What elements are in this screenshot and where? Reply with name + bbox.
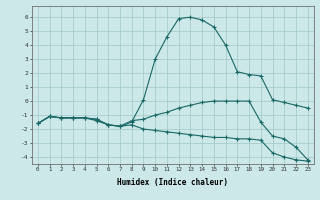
X-axis label: Humidex (Indice chaleur): Humidex (Indice chaleur) <box>117 178 228 187</box>
